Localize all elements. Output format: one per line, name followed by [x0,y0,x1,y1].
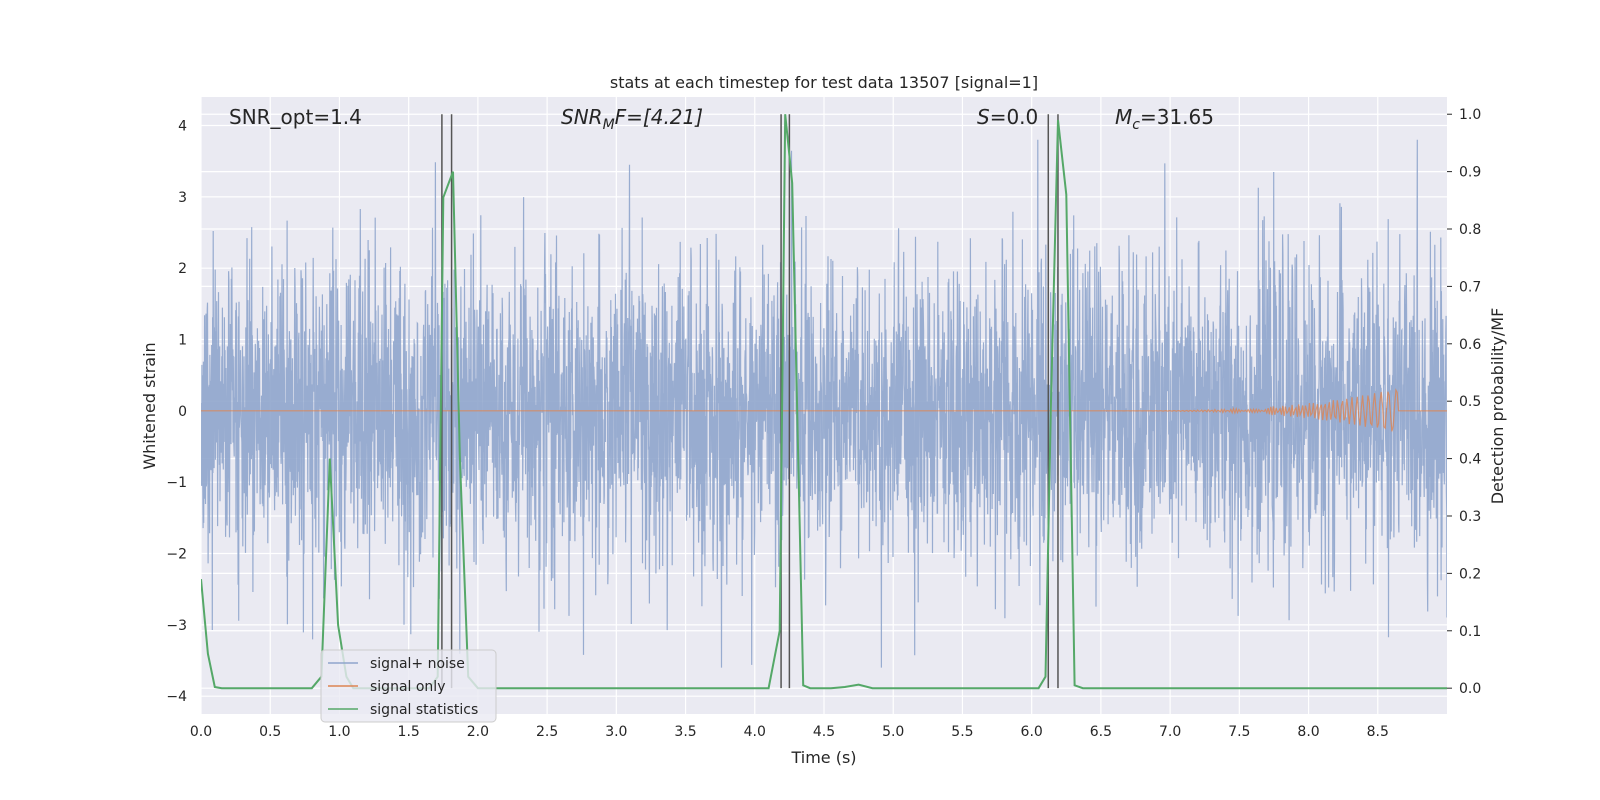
y2-tick-label: 1.0 [1459,107,1481,123]
annotation-snr-mf-sub: M [603,117,615,133]
y2-tick-label: 0.1 [1459,624,1481,640]
y-tick-label: −2 [166,547,187,563]
annotation-mc: Mc=31.65 [1115,105,1214,133]
y-tick-label: 3 [178,190,187,206]
y2-tick-label: 0.8 [1459,222,1481,238]
x-tick-label: 5.0 [882,724,904,740]
y2-tick-label: 0.4 [1459,452,1481,468]
x-tick-label: 2.0 [467,724,489,740]
series-clip-group [201,114,1447,690]
legend-label-signal-noise: signal+ noise [370,656,465,672]
y2-tick-label: 0.5 [1459,394,1481,410]
x-tick-label: 6.5 [1090,724,1112,740]
x-tick-label: 3.0 [605,724,627,740]
y-axis-label: Whitened strain [140,342,159,469]
series-signal-only-line [201,388,1447,432]
annotation-snr-mf: SNRMF=[4.21] [561,105,703,133]
x-tick-label: 7.0 [1159,724,1181,740]
y2-axis-label: Detection probability/MF [1488,308,1507,505]
annotation-s-rest: =0.0 [990,105,1039,129]
series-signal-statistics-line [201,114,1447,690]
annotation-snr-mf-rest: F=[4.21] [615,105,703,129]
y-tick-label: 0 [178,404,187,420]
series-layer [201,114,1447,690]
x-tick-label: 5.5 [951,724,973,740]
y2-tick-label: 0.6 [1459,337,1481,353]
x-tick-label: 0.0 [190,724,212,740]
annotation-s: S=0.0 [977,105,1038,129]
x-tick-label: 8.5 [1367,724,1389,740]
y2-tick-labels: 1.0 0.9 0.8 0.7 0.6 0.5 0.4 0.3 0.2 0.1 0.0 [1447,107,1481,697]
y2-tick-label: 0.7 [1459,279,1481,295]
annotation-mc-rest: =31.65 [1140,105,1214,129]
annotation-mc-main: M [1115,105,1132,129]
series-signal-noise-line [201,139,1447,668]
x-tick-label: 1.0 [328,724,350,740]
x-tick-labels: 0.0 0.5 1.0 1.5 2.0 2.5 3.0 3.5 4.0 4.5 5.0 5.5 6.0 6… [190,724,1389,740]
x-tick-label: 1.5 [398,724,420,740]
x-tick-label: 8.0 [1297,724,1319,740]
x-tick-label: 0.5 [259,724,281,740]
x-tick-label: 4.0 [744,724,766,740]
y-tick-label: −4 [166,689,187,705]
annotation-mc-sub: c [1132,117,1140,133]
y2-tick-label: 0.2 [1459,566,1481,582]
y2-tick-label: 0.9 [1459,165,1481,181]
legend-label-signal-statistics: signal statistics [370,702,478,718]
y2-tick-label: 0.3 [1459,509,1481,525]
legend: signal+ noise signal only signal statist… [320,649,497,723]
y-tick-label: −1 [166,475,187,491]
y-tick-label: 1 [178,333,187,349]
chart-title: stats at each timestep for test data 135… [610,73,1038,92]
y-tick-label: 2 [178,261,187,277]
x-tick-label: 3.5 [674,724,696,740]
x-tick-label: 6.0 [1021,724,1043,740]
x-axis-label: Time (s) [790,748,856,767]
annotation-snr-mf-main: SNR [561,105,603,129]
legend-label-signal-only: signal only [370,679,445,695]
x-tick-label: 7.5 [1228,724,1250,740]
annotation-s-main: S [977,105,990,129]
annotation-snr-opt: SNR_opt=1.4 [229,105,362,129]
x-tick-label: 4.5 [813,724,835,740]
y-tick-labels: 4 3 2 1 0 −1 −2 −3 −4 [166,119,187,706]
y2-tick-label: 0.0 [1459,681,1481,697]
x-tick-label: 2.5 [536,724,558,740]
y-tick-label: 4 [178,119,187,135]
y-tick-label: −3 [166,618,187,634]
legend-box [320,649,497,723]
